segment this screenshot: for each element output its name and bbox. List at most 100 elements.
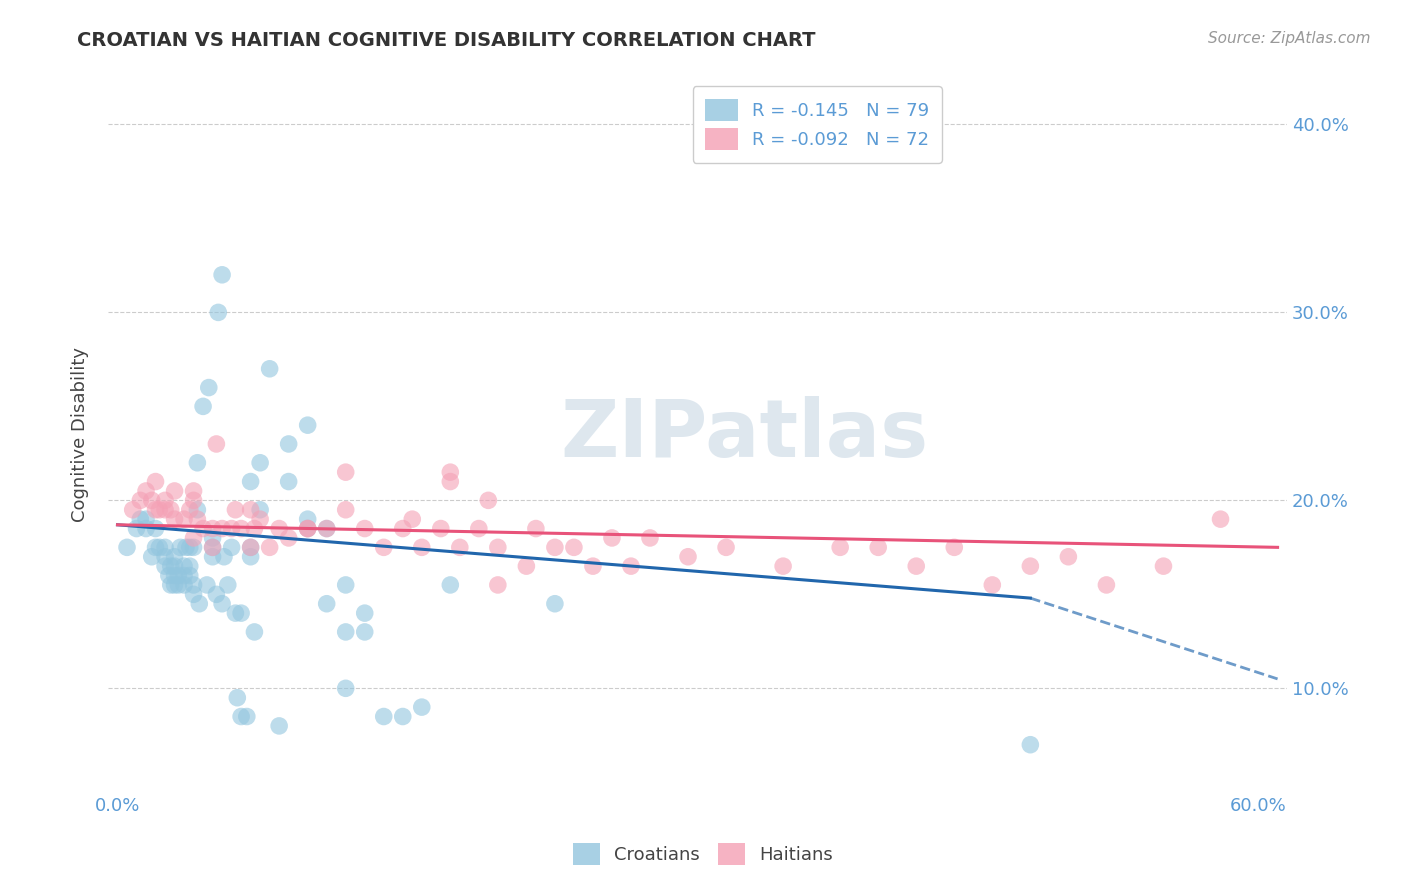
Point <box>449 541 471 555</box>
Point <box>582 559 605 574</box>
Point <box>315 522 337 536</box>
Point <box>135 512 157 526</box>
Point <box>186 456 208 470</box>
Point <box>153 559 176 574</box>
Point <box>236 709 259 723</box>
Point <box>135 522 157 536</box>
Point <box>229 709 252 723</box>
Point <box>249 502 271 516</box>
Point <box>145 522 167 536</box>
Point <box>211 597 233 611</box>
Point <box>121 502 143 516</box>
Point <box>868 541 890 555</box>
Point <box>183 587 205 601</box>
Point <box>201 531 224 545</box>
Point <box>145 541 167 555</box>
Point <box>135 483 157 498</box>
Point <box>148 541 170 555</box>
Point <box>243 624 266 639</box>
Point <box>157 568 180 582</box>
Point <box>183 493 205 508</box>
Point <box>125 522 148 536</box>
Point <box>335 465 357 479</box>
Point <box>772 559 794 574</box>
Point <box>373 709 395 723</box>
Point <box>201 541 224 555</box>
Point <box>239 502 262 516</box>
Point <box>269 522 291 536</box>
Point <box>714 541 737 555</box>
Point <box>1019 559 1042 574</box>
Y-axis label: Cognitive Disability: Cognitive Disability <box>72 347 89 522</box>
Point <box>335 681 357 696</box>
Point <box>221 522 243 536</box>
Point <box>486 541 509 555</box>
Point <box>269 719 291 733</box>
Point <box>195 578 218 592</box>
Point <box>201 541 224 555</box>
Point <box>439 475 461 489</box>
Point <box>515 559 537 574</box>
Point <box>335 578 357 592</box>
Point <box>163 483 186 498</box>
Point <box>391 709 413 723</box>
Text: CROATIAN VS HAITIAN COGNITIVE DISABILITY CORRELATION CHART: CROATIAN VS HAITIAN COGNITIVE DISABILITY… <box>77 31 815 50</box>
Legend: R = -0.145   N = 79, R = -0.092   N = 72: R = -0.145 N = 79, R = -0.092 N = 72 <box>693 87 942 163</box>
Point <box>115 541 138 555</box>
Point <box>173 512 195 526</box>
Point <box>353 606 375 620</box>
Point <box>153 493 176 508</box>
Point <box>943 541 966 555</box>
Point <box>249 456 271 470</box>
Point <box>159 578 181 592</box>
Point <box>217 578 239 592</box>
Point <box>163 549 186 564</box>
Point <box>638 531 661 545</box>
Point <box>145 475 167 489</box>
Point <box>401 512 423 526</box>
Point <box>163 512 186 526</box>
Point <box>239 541 262 555</box>
Point <box>259 361 281 376</box>
Point <box>439 465 461 479</box>
Point <box>153 541 176 555</box>
Point <box>353 624 375 639</box>
Point <box>249 512 271 526</box>
Point <box>239 549 262 564</box>
Point <box>226 690 249 705</box>
Point <box>315 597 337 611</box>
Point <box>153 549 176 564</box>
Point <box>239 475 262 489</box>
Point <box>207 305 229 319</box>
Point <box>830 541 852 555</box>
Point <box>167 568 190 582</box>
Point <box>277 531 299 545</box>
Point <box>297 418 319 433</box>
Point <box>430 522 453 536</box>
Point <box>173 568 195 582</box>
Point <box>353 522 375 536</box>
Point <box>297 522 319 536</box>
Point <box>335 624 357 639</box>
Point <box>1095 578 1118 592</box>
Text: ZIPatlas: ZIPatlas <box>561 395 929 474</box>
Point <box>297 512 319 526</box>
Point <box>277 475 299 489</box>
Point <box>163 578 186 592</box>
Point <box>169 541 191 555</box>
Point <box>524 522 547 536</box>
Point <box>297 522 319 536</box>
Point <box>145 502 167 516</box>
Point <box>191 400 214 414</box>
Point <box>159 502 181 516</box>
Point <box>439 578 461 592</box>
Point <box>486 578 509 592</box>
Point <box>183 531 205 545</box>
Point <box>391 522 413 536</box>
Point <box>224 606 246 620</box>
Point <box>179 502 201 516</box>
Point <box>477 493 499 508</box>
Point <box>163 559 186 574</box>
Point <box>1019 738 1042 752</box>
Point <box>167 578 190 592</box>
